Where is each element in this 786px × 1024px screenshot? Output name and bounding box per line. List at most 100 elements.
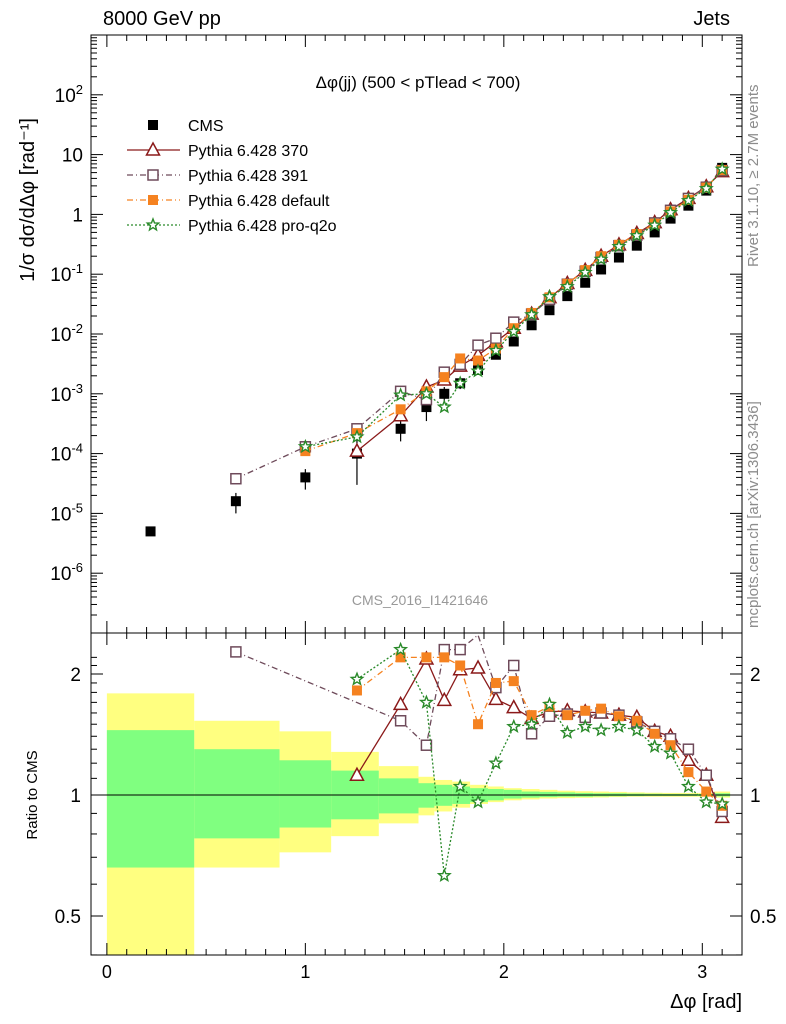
data-point — [680, 192, 696, 208]
y-tick-label: 10-1 — [50, 261, 83, 286]
data-point — [439, 388, 450, 399]
ratio-point — [613, 711, 624, 722]
ratio-point — [421, 652, 432, 663]
ratio-series-line — [356, 648, 723, 876]
green-band-bin — [106, 730, 195, 868]
ratio-point — [436, 691, 453, 707]
ratio-point — [647, 738, 663, 753]
data-point — [683, 200, 694, 211]
ratio-point — [611, 718, 627, 733]
ratio-point — [593, 722, 609, 737]
data-point — [662, 204, 679, 220]
data-point — [524, 306, 540, 322]
data-point — [488, 342, 504, 357]
ratio-point — [508, 659, 520, 672]
ratio-series-3 — [349, 641, 730, 883]
ratio-point — [596, 703, 607, 714]
y-axis-main — [91, 37, 742, 634]
ratio-point — [665, 740, 676, 751]
data-point — [393, 387, 409, 402]
data-point — [611, 238, 627, 254]
data-point — [698, 180, 714, 196]
data-point — [230, 496, 241, 507]
plot-title: Δφ(jj) (500 < pTlead < 700) — [316, 73, 521, 92]
data-point — [395, 404, 406, 415]
data-point — [593, 251, 609, 266]
ratio-point — [439, 652, 450, 663]
y-axis-label: 1/σ dσ/dΔφ [rad⁻¹] — [17, 118, 39, 282]
data-point — [300, 446, 311, 457]
ratio-point — [541, 696, 558, 711]
ratio-point — [230, 646, 242, 658]
ratio-point — [680, 751, 697, 767]
data-point — [297, 438, 313, 454]
ratio-point — [543, 710, 556, 723]
green-band-bin — [503, 789, 522, 799]
ratio-y-tick-label-right: 1 — [750, 786, 761, 807]
ratio-y-axis-label-text: Ratio to CMS — [24, 750, 41, 839]
ratio-point — [488, 690, 504, 706]
y-tick-label: 10-6 — [50, 560, 83, 585]
x-axis-label: Δφ [rad] — [670, 991, 742, 1013]
data-point — [349, 442, 365, 457]
data-point — [714, 161, 730, 176]
data-point — [665, 213, 676, 224]
y-tick-label: 10-2 — [50, 321, 83, 346]
ratio-plot-area — [230, 633, 730, 883]
legend-entry: Pythia 6.428 391 — [188, 168, 308, 185]
data-point — [506, 323, 522, 338]
ratio-point — [395, 652, 406, 663]
ratio-point — [506, 718, 522, 733]
ratio-point — [455, 660, 466, 671]
ratio-point — [580, 705, 591, 716]
data-point — [300, 472, 311, 483]
ratio-point — [698, 794, 714, 809]
legend-entry: Pythia 6.428 pro-q2o — [188, 218, 337, 235]
legend-entry: Pythia 6.428 370 — [188, 143, 308, 160]
data-point — [631, 240, 642, 251]
x-tick-label: 0 — [102, 962, 112, 982]
data-point — [559, 278, 575, 294]
ratio-point — [454, 643, 466, 656]
ratio-point — [490, 677, 501, 688]
data-point — [436, 399, 452, 414]
data-point — [470, 363, 486, 378]
ratio-point — [470, 794, 486, 809]
x-tick-label: 2 — [499, 962, 509, 982]
ratio-point — [488, 755, 504, 770]
ratio-uncertainty-bands — [106, 693, 731, 955]
data-point — [649, 227, 660, 238]
data-point — [580, 277, 591, 288]
data-point — [230, 472, 242, 485]
ratio-point — [508, 676, 519, 687]
data-point — [439, 372, 450, 383]
data-point — [349, 429, 365, 444]
series-line — [305, 169, 723, 452]
data-point — [490, 349, 501, 360]
main-plot-area — [145, 161, 730, 537]
ratio-point — [629, 722, 645, 737]
x-tick-label: 3 — [697, 962, 707, 982]
analysis-watermark: CMS_2016_I1421646 — [352, 592, 488, 608]
data-point — [418, 385, 434, 401]
ratio-frame — [90, 632, 743, 956]
legend-entry: Pythia 6.428 default — [188, 193, 330, 210]
ratio-point — [349, 766, 365, 781]
ratio-y-tick-label-right: 0.5 — [750, 907, 776, 928]
ratio-point — [436, 867, 452, 883]
series-2 — [230, 164, 728, 485]
ratio-point — [526, 710, 537, 721]
ratio-point — [680, 778, 696, 793]
data-point — [508, 336, 519, 347]
data-point — [395, 423, 406, 434]
ratio-point — [452, 778, 468, 793]
green-band-bin — [194, 749, 280, 839]
ratio-point — [470, 659, 486, 674]
ratio-point — [418, 694, 434, 709]
y-tick-label: 10-3 — [50, 381, 83, 406]
green-band-bin — [279, 760, 332, 828]
legend-marker — [148, 195, 158, 205]
x-axis — [106, 35, 723, 955]
header-observable-label: Jets — [693, 8, 730, 30]
